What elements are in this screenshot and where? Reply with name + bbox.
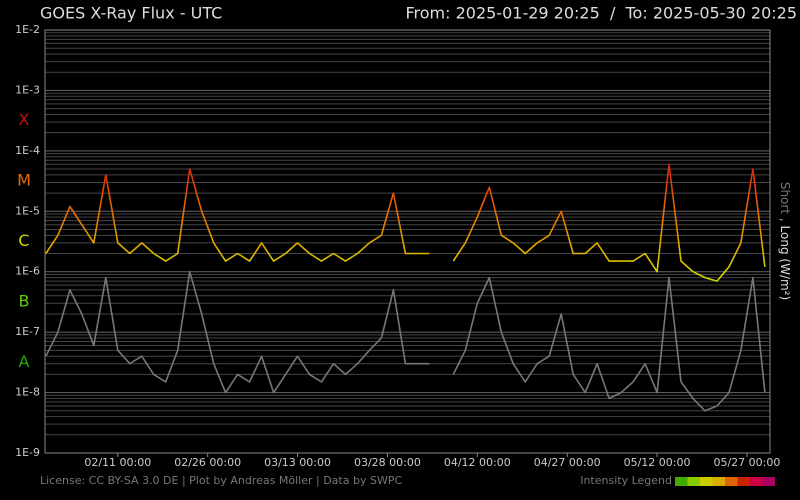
chart-title: GOES X-Ray Flux - UTC xyxy=(40,4,222,23)
y-tick-label: 1E-3 xyxy=(15,83,40,96)
x-tick-label: 02/11 00:00 xyxy=(84,456,151,469)
x-tick-label: 03/13 00:00 xyxy=(264,456,331,469)
intensity-swatch xyxy=(687,477,700,486)
x-tick-label: 05/27 00:00 xyxy=(713,456,780,469)
intensity-swatch xyxy=(737,477,750,486)
x-tick-label: 05/12 00:00 xyxy=(624,456,691,469)
y-tick-label: 1E-4 xyxy=(15,144,40,157)
y-tick-label: 1E-8 xyxy=(15,386,40,399)
flare-class-label: X xyxy=(19,110,30,129)
intensity-swatch xyxy=(725,477,738,486)
y-tick-label: 1E-6 xyxy=(15,265,40,278)
legend-entry: Short xyxy=(779,182,793,214)
x-tick-label: 04/12 00:00 xyxy=(444,456,511,469)
intensity-legend-label: Intensity Legend xyxy=(580,474,672,487)
intensity-swatch xyxy=(750,477,763,486)
intensity-swatch xyxy=(700,477,713,486)
intensity-swatch xyxy=(675,477,688,486)
plot-border xyxy=(44,29,771,454)
footer: License: CC BY-SA 3.0 DE | Plot by Andre… xyxy=(40,474,402,487)
y-tick-label: 1E-5 xyxy=(15,204,40,217)
x-tick-label: 03/28 00:00 xyxy=(354,456,421,469)
legend-separator: , xyxy=(779,218,793,222)
chart-subtitle: From: 2025-01-29 20:25 / To: 2025-05-30 … xyxy=(405,4,797,23)
series-line xyxy=(45,270,766,412)
y-tick-label: 1E-7 xyxy=(15,325,40,338)
series-line xyxy=(45,163,766,282)
legend-entry: Long xyxy=(779,226,793,255)
y-tick-label: 1E-2 xyxy=(15,23,40,36)
flare-class-label: B xyxy=(19,291,30,310)
intensity-swatch xyxy=(762,477,775,486)
intensity-swatch xyxy=(712,477,725,486)
x-tick-label: 02/26 00:00 xyxy=(174,456,241,469)
flare-class-label: C xyxy=(18,231,29,250)
flare-class-label: M xyxy=(17,171,31,190)
y-axis-label: Short , Long (W/m²) xyxy=(779,182,793,300)
y-tick-label: 1E-9 xyxy=(15,446,40,459)
x-tick-label: 04/27 00:00 xyxy=(534,456,601,469)
flare-class-label: A xyxy=(19,352,30,371)
y-unit: (W/m²) xyxy=(779,258,793,300)
